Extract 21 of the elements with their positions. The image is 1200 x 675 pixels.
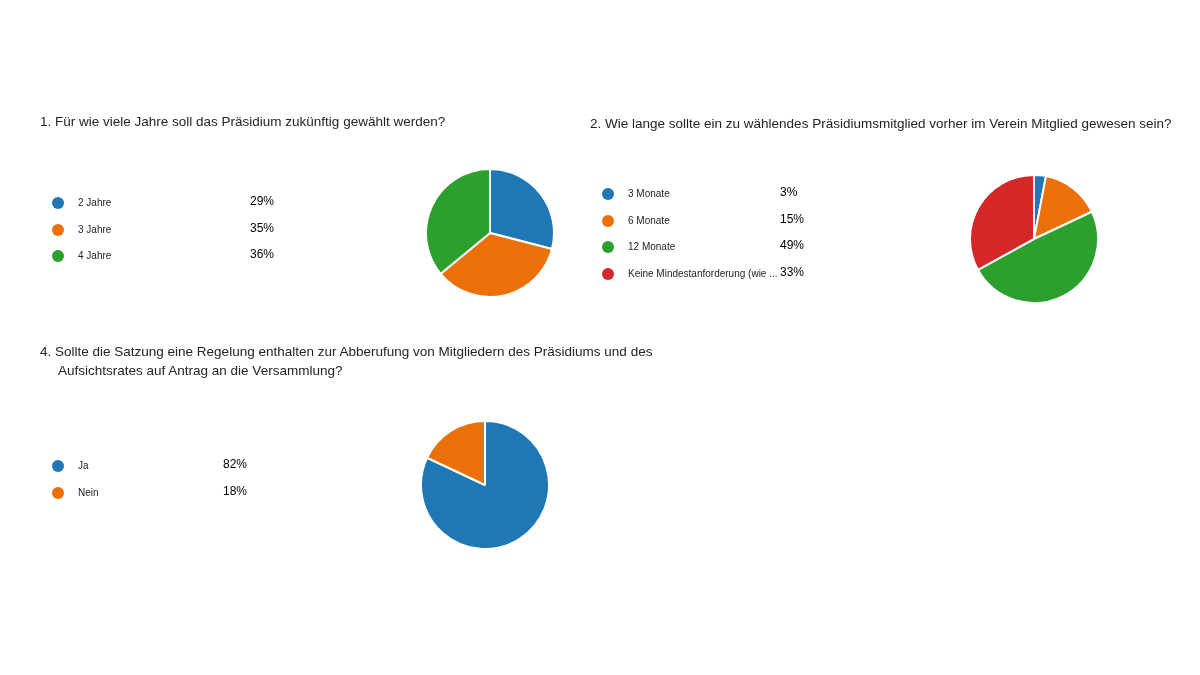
legend-label: 6 Monate xyxy=(628,214,670,226)
data-label: 3% xyxy=(780,185,798,199)
legend-label: 12 Monate xyxy=(628,241,676,252)
data-label: 18% xyxy=(223,484,248,498)
data-label: 35% xyxy=(250,220,275,235)
legend-label: 2 Jahre xyxy=(78,197,112,208)
data-label: 49% xyxy=(780,238,805,252)
data-label: 33% xyxy=(780,264,805,279)
legend-label: Ja xyxy=(78,460,89,471)
legend-label: 4 Jahre xyxy=(78,250,112,261)
legend-label: Nein xyxy=(78,487,99,498)
chart-title: 4. Sollte die Satzung eine Regelung enthalten zur Abberufung von Mitgliedern des Präsidiums und des Aufsichtsrates auf Antrag an die Versammlung? xyxy=(40,343,654,380)
data-label: 36% xyxy=(250,247,275,261)
chart-title: 2. Wie lange sollte ein zu wählendes Präsidiumsmitglied vorher im Verein Mitglied gewesen sein? xyxy=(590,115,1173,133)
legend-label: 3 Monate xyxy=(628,188,670,199)
legend-label: Keine Mindestanforderung (wie ... xyxy=(628,267,778,279)
data-label: 15% xyxy=(780,211,805,226)
chart-title: 1. Für wie viele Jahre soll das Präsidium zukünftig gewählt werden? xyxy=(40,114,446,129)
data-label: 82% xyxy=(223,457,248,471)
legend-label: 3 Jahre xyxy=(78,223,112,235)
data-label: 29% xyxy=(250,194,275,208)
